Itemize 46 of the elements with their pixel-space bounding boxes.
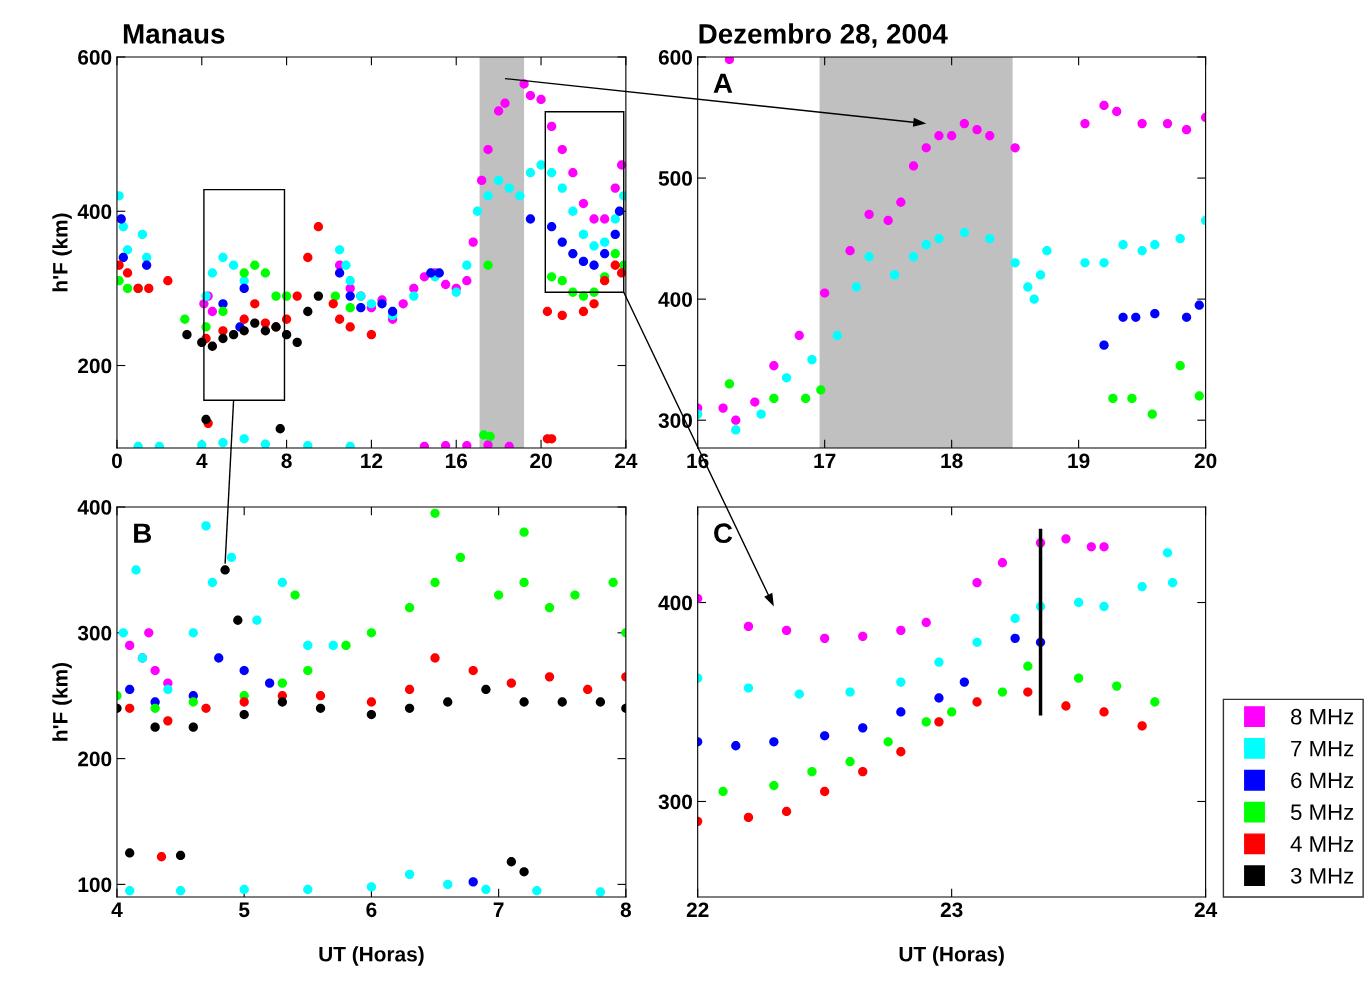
y-tick-label: 600 xyxy=(78,50,112,65)
x-axis-title: UT (Horas) xyxy=(319,946,424,966)
y-tick-label: 600 xyxy=(658,50,692,65)
x-tick-label: 0 xyxy=(111,453,122,469)
x-tick-label: 8 xyxy=(620,902,632,918)
legend-label: 4 MHz xyxy=(1290,836,1354,852)
x-tick-label: 20 xyxy=(530,453,552,469)
legend-label: 7 MHz xyxy=(1291,740,1354,757)
x-tick-label: 6 xyxy=(366,902,377,918)
x-tick-label: 4 xyxy=(196,453,208,468)
annotation: A xyxy=(713,73,733,93)
chart-title: Dezembro 28, 2004 xyxy=(699,23,948,48)
x-tick-label: 12 xyxy=(361,453,383,468)
x-axis-title: UT (Horas) xyxy=(899,946,1004,966)
x-tick-label: 24 xyxy=(1194,902,1218,917)
x-tick-label: 7 xyxy=(493,902,504,917)
x-tick-label: 24 xyxy=(615,453,638,468)
x-tick-label: 23 xyxy=(940,902,963,918)
y-tick-label: 500 xyxy=(658,171,692,186)
x-tick-label: 4 xyxy=(111,902,123,917)
y-tick-label: 300 xyxy=(658,794,692,810)
y-tick-label: 300 xyxy=(77,625,112,641)
legend-label: 3 MHz xyxy=(1290,867,1354,884)
annotation: B xyxy=(134,523,152,543)
x-tick-label: 19 xyxy=(1068,453,1090,469)
y-axis-title: h'F (km) xyxy=(52,662,72,741)
x-tick-label: 17 xyxy=(814,453,836,468)
y-tick-label: 400 xyxy=(658,292,692,307)
x-tick-label: 5 xyxy=(239,902,250,918)
x-tick-label: 22 xyxy=(686,902,709,917)
legend-label: 6 MHz xyxy=(1291,772,1354,789)
y-tick-label: 200 xyxy=(78,358,112,374)
y-axis-title: h'F (km) xyxy=(52,213,72,292)
y-tick-label: 400 xyxy=(658,595,692,611)
annotation: C xyxy=(714,523,733,544)
y-tick-label: 200 xyxy=(78,751,112,767)
x-tick-label: 20 xyxy=(1194,453,1217,469)
y-tick-label: 100 xyxy=(78,877,112,893)
x-tick-label: 8 xyxy=(281,453,292,469)
legend-label: 5 MHz xyxy=(1290,804,1354,821)
chart-title: Manaus xyxy=(123,24,225,44)
y-tick-label: 400 xyxy=(77,500,112,515)
x-tick-label: 16 xyxy=(445,453,468,469)
y-tick-label: 400 xyxy=(77,204,112,220)
x-tick-label: 18 xyxy=(941,453,963,469)
legend-label: 8 MHz xyxy=(1291,708,1354,725)
